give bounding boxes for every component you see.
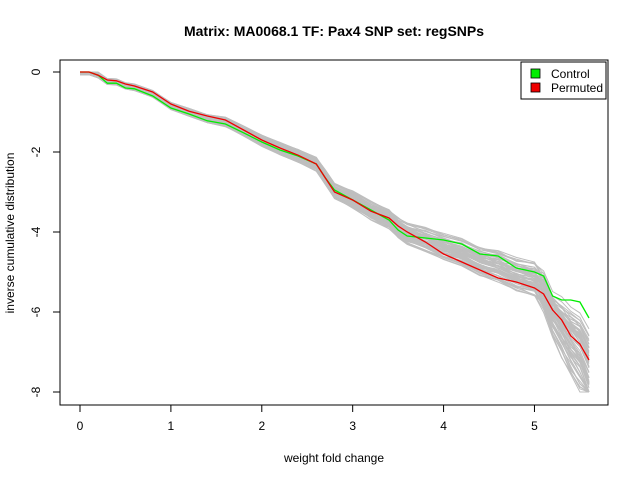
- legend-label-control: Control: [551, 67, 590, 81]
- background-permutation-line: [80, 73, 590, 383]
- background-permutation-line: [80, 71, 590, 382]
- background-permutation-line: [80, 72, 590, 393]
- background-permutation-line: [80, 71, 590, 337]
- legend: Control Permuted: [520, 61, 607, 100]
- background-permutation-line: [80, 71, 590, 384]
- background-permutation-line: [80, 71, 590, 348]
- background-permutation-line: [80, 73, 590, 385]
- background-permutation-line: [80, 71, 590, 348]
- background-permutation-line: [80, 74, 590, 393]
- background-permutation-line: [80, 71, 590, 357]
- x-axis: 0 1 2 3 4 5: [77, 404, 538, 433]
- background-permutation-line: [80, 73, 590, 393]
- legend-swatch-control: [530, 68, 541, 79]
- background-permutation-line: [80, 71, 590, 393]
- x-tick-label: 4: [440, 419, 447, 433]
- legend-box: [520, 61, 607, 100]
- background-permutation-line: [80, 71, 590, 381]
- background-permutation-line: [80, 71, 590, 356]
- background-permutation-line: [80, 71, 590, 342]
- background-permutation-line: [80, 71, 590, 367]
- x-tick-label: 0: [77, 419, 84, 433]
- background-permutation-line: [80, 71, 590, 378]
- background-permutation-line: [80, 71, 590, 384]
- background-permutation-line: [80, 71, 590, 384]
- background-permutation-line: [80, 71, 590, 330]
- plot-frame: [59, 59, 609, 406]
- background-permutation-line: [80, 71, 590, 354]
- background-permutation-line: [80, 71, 590, 337]
- series-line-control: [80, 71, 590, 319]
- background-permutation-line: [80, 72, 590, 357]
- legend-label-permuted: Permuted: [551, 81, 603, 95]
- series-lines: [80, 71, 590, 361]
- background-permutation-line: [79, 74, 590, 393]
- y-tick-label: -8: [29, 386, 43, 397]
- background-permutation-line: [80, 71, 590, 361]
- background-permutation-line: [80, 71, 590, 368]
- background-permutation-line: [80, 73, 590, 386]
- background-permutation-line: [80, 71, 590, 353]
- background-permutation-line: [80, 72, 590, 348]
- background-permutation-line: [80, 71, 590, 345]
- background-permutation-line: [80, 71, 590, 357]
- y-axis: 0 -2 -4 -6 -8: [29, 68, 61, 397]
- y-tick-label: -4: [29, 226, 43, 237]
- background-permutation-line: [80, 71, 590, 373]
- background-permutation-line: [80, 71, 590, 393]
- background-permutation-line: [80, 73, 590, 393]
- background-permutation-line: [79, 72, 590, 393]
- background-permutation-line: [80, 72, 590, 374]
- background-permutation-line: [79, 72, 590, 393]
- background-permutation-line: [80, 72, 590, 393]
- background-permutation-line: [80, 74, 590, 361]
- background-permutation-line: [80, 72, 590, 349]
- x-tick-label: 1: [168, 419, 175, 433]
- y-tick-label: -2: [29, 146, 43, 157]
- background-permutation-line: [80, 71, 590, 363]
- chart-title: Matrix: MA0068.1 TF: Pax4 SNP set: regSN…: [184, 23, 484, 39]
- background-permutation-line: [80, 71, 590, 364]
- background-permutation-lines: [79, 71, 590, 393]
- background-permutation-line: [80, 72, 590, 379]
- background-permutation-line: [80, 72, 590, 393]
- x-tick-label: 3: [349, 419, 356, 433]
- background-permutation-line: [79, 74, 590, 379]
- series-line-permuted: [80, 71, 590, 361]
- background-permutation-line: [80, 72, 590, 393]
- background-permutation-line: [80, 71, 590, 359]
- background-permutation-line: [80, 71, 590, 367]
- x-axis-label: weight fold change: [283, 451, 384, 465]
- y-axis-label: inverse cumulative distribution: [3, 153, 17, 314]
- background-permutation-line: [80, 71, 590, 359]
- y-tick-label: -6: [29, 306, 43, 317]
- background-permutation-line: [80, 71, 590, 336]
- background-permutation-line: [79, 71, 590, 345]
- x-tick-label: 2: [258, 419, 265, 433]
- background-permutation-line: [80, 72, 590, 392]
- background-permutation-line: [80, 71, 590, 369]
- background-permutation-line: [80, 71, 590, 389]
- y-tick-label: 0: [29, 68, 43, 75]
- background-permutation-line: [80, 73, 589, 393]
- background-permutation-line: [80, 71, 590, 340]
- background-permutation-line: [80, 73, 590, 393]
- background-permutation-line: [80, 72, 590, 349]
- legend-swatch-permuted: [530, 82, 541, 93]
- background-permutation-line: [80, 72, 590, 352]
- background-permutation-line: [80, 71, 590, 354]
- x-tick-label: 5: [531, 419, 538, 433]
